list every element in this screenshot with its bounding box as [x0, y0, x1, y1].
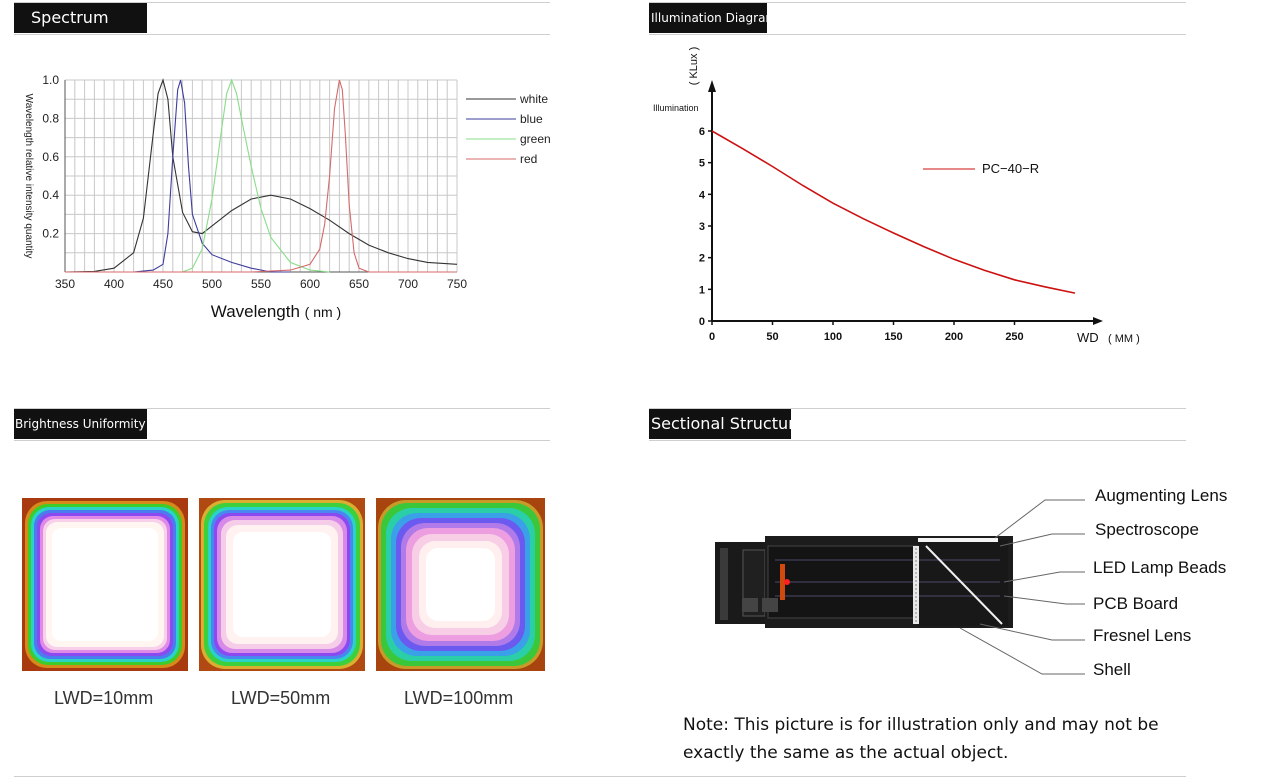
x-tick-label: 350: [55, 277, 75, 291]
divider: [649, 440, 1186, 441]
x-axis-label: WD: [1077, 330, 1099, 345]
legend-label-red: red: [520, 152, 537, 166]
y-axis-label: Illumination: [653, 103, 699, 113]
uniformity-caption-10mm: LWD=10mm: [54, 688, 154, 708]
x-tick-label: 0: [709, 331, 715, 343]
section-title-structure: Sectional Structure: [649, 408, 804, 439]
x-tick-label: 150: [884, 331, 902, 343]
divider: [14, 34, 550, 35]
legend-label-green: green: [520, 132, 551, 146]
x-axis-unit: ( nm ): [305, 304, 342, 320]
y-tick-label: 0.8: [42, 111, 59, 125]
label-shell: Shell: [1093, 660, 1131, 679]
legend-label: PC−40−R: [982, 161, 1039, 176]
y-tick-label: 3: [699, 221, 705, 233]
y-tick-label: 0: [699, 316, 705, 328]
y-tick-label: 0.4: [42, 188, 59, 202]
x-axis-unit: ( MM ): [1108, 333, 1140, 345]
sectional-structure-diagram: [715, 499, 1085, 675]
legend-label-white: white: [519, 92, 548, 106]
series-line-red: [65, 79, 457, 273]
augmenting-lens: [918, 538, 998, 542]
x-tick-label: 100: [824, 331, 842, 343]
label-pcb-board: PCB Board: [1093, 594, 1179, 613]
x-tick-label: 550: [251, 277, 271, 291]
y-tick-label: 4: [699, 189, 706, 201]
x-tick-label: 750: [447, 277, 467, 291]
x-axis-arrow: [1093, 317, 1103, 325]
y-tick-label: 2: [699, 253, 705, 265]
uniformity-image-100mm: [376, 498, 545, 671]
uniformity-image-10mm: [22, 498, 188, 671]
section-title-illumination: Illumination Diagram: [649, 2, 777, 33]
x-tick-label: 500: [202, 277, 222, 291]
leader-lines: [959, 499, 1085, 675]
label-fresnel-lens: Fresnel Lens: [1093, 626, 1192, 645]
section-title-spectrum: Spectrum: [14, 2, 147, 33]
pcb-board: [742, 598, 778, 612]
series-line-green: [65, 78, 330, 273]
y-tick-label: 1: [699, 284, 705, 296]
y-axis-unit: ( KLux ): [688, 47, 700, 86]
series-line-white: [64, 78, 458, 273]
x-tick-label: 50: [766, 331, 778, 343]
x-tick-label: 250: [1005, 331, 1023, 343]
y-tick-label: 6: [699, 126, 705, 138]
x-tick-label: 600: [300, 277, 320, 291]
y-tick-label: 1.0: [42, 73, 59, 87]
spectroscope: [925, 545, 1003, 625]
divider: [649, 408, 1186, 409]
x-tick-label: 450: [153, 277, 173, 291]
y-axis-arrow: [708, 80, 716, 92]
page-bottom-divider: [14, 776, 1186, 777]
x-tick-label: 700: [398, 277, 418, 291]
uniformity-image-50mm: [199, 498, 365, 671]
shell-body: [715, 536, 1013, 628]
label-augmenting-lens: Augmenting Lens: [1095, 486, 1228, 505]
series-line-blue: [65, 79, 291, 273]
y-tick-label: 0.2: [42, 227, 59, 241]
x-tick-label: 200: [945, 331, 963, 343]
illustration-note: Note: This picture is for illustration o…: [683, 715, 1159, 763]
x-tick-label: 400: [104, 277, 124, 291]
section-title-uniformity: Brightness Uniformity: [14, 408, 147, 439]
series-line: [711, 130, 1076, 294]
illumination-chart: 0 1 2 3 4 5 6 0 50 100 150 200 250 Illumination ( KLux…: [653, 47, 1140, 345]
divider: [649, 2, 1186, 3]
divider: [14, 440, 550, 441]
y-tick-label: 5: [699, 158, 705, 170]
uniformity-caption-50mm: LWD=50mm: [231, 688, 331, 708]
legend-label-blue: blue: [520, 112, 543, 126]
divider: [649, 34, 1186, 35]
uniformity-caption-100mm: LWD=100mm: [404, 688, 514, 708]
label-led-lamp-beads: LED Lamp Beads: [1093, 558, 1227, 577]
y-axis-label: Wavelength relative intensity quantity: [23, 94, 34, 259]
fresnel-lens: [913, 546, 919, 624]
label-spectroscope: Spectroscope: [1095, 520, 1199, 539]
divider: [14, 408, 550, 409]
divider: [14, 2, 550, 3]
spectrum-chart: 350 400 450 500 550 600 650 700 750 0.2 0.4 0.6 0.8 1…: [23, 73, 551, 321]
x-tick-label: 650: [349, 277, 369, 291]
y-tick-label: 0.6: [42, 150, 59, 164]
led-lamp-bead: [780, 564, 790, 600]
x-axis-label: Wavelength ( nm ): [211, 302, 341, 321]
